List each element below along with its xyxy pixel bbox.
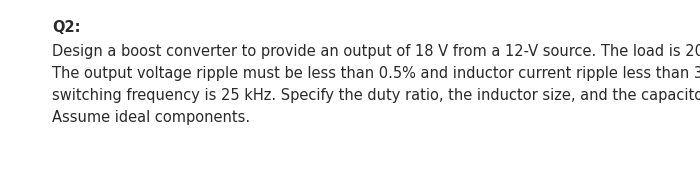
Text: Q2:: Q2: bbox=[52, 20, 80, 35]
Text: switching frequency is 25 kHz. Specify the duty ratio, the inductor size, and th: switching frequency is 25 kHz. Specify t… bbox=[52, 88, 700, 103]
Text: Assume ideal components.: Assume ideal components. bbox=[52, 110, 250, 125]
Text: The output voltage ripple must be less than 0.5% and inductor current ripple les: The output voltage ripple must be less t… bbox=[52, 66, 700, 81]
Text: Design a boost converter to provide an output of 18 V from a 12-V source. The lo: Design a boost converter to provide an o… bbox=[52, 44, 700, 59]
